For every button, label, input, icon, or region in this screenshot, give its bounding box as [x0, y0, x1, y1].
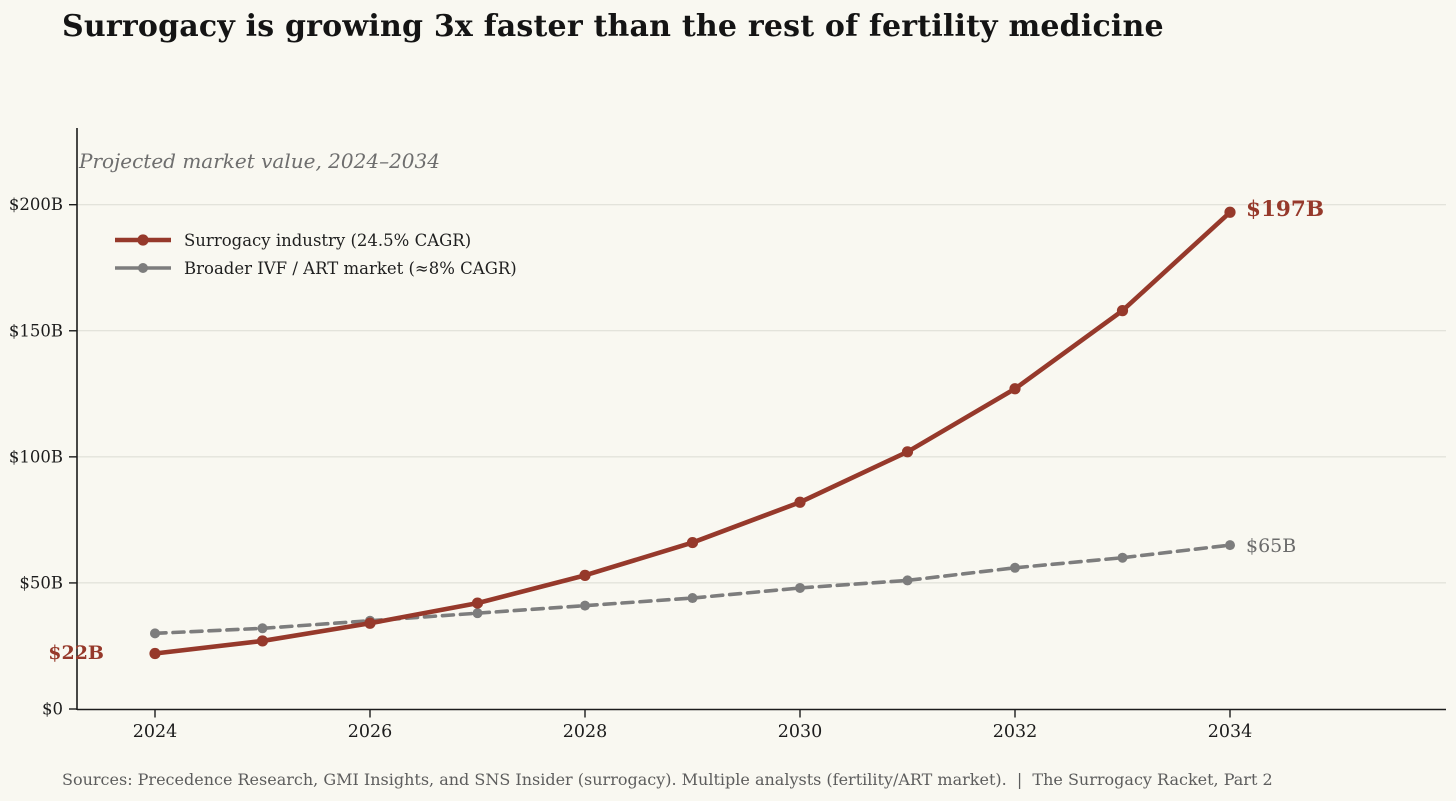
legend: Surrogacy industry (24.5% CAGR) Broader …: [114, 227, 517, 281]
legend-label-ivf-art: Broader IVF / ART market (≈8% CAGR): [184, 258, 517, 278]
y-tick-label: $100B: [9, 447, 63, 466]
data-point-ivf-art: [902, 575, 913, 586]
data-point-ivf-art: [580, 600, 590, 611]
data-point-surrogacy: [1116, 305, 1129, 317]
source-note: Sources: Precedence Research, GMI Insigh…: [62, 770, 1273, 789]
legend-label-surrogacy: Surrogacy industry (24.5% CAGR): [184, 230, 472, 250]
x-tick-label: 2026: [348, 722, 393, 742]
data-point-surrogacy: [579, 569, 591, 581]
annotation-start-value: $22B: [48, 642, 104, 664]
y-tick-label: $50B: [19, 573, 63, 592]
chart-subtitle: Projected market value, 2024–2034: [79, 149, 440, 173]
data-point-surrogacy: [1224, 206, 1236, 218]
legend-item-surrogacy: Surrogacy industry (24.5% CAGR): [114, 227, 517, 253]
data-point-surrogacy: [364, 617, 376, 629]
data-point-ivf-art: [472, 608, 483, 619]
data-point-ivf-art: [257, 623, 268, 634]
data-point-surrogacy: [901, 446, 914, 458]
data-point-ivf-art: [1225, 540, 1235, 551]
annotation-end-value-surrogacy: $197B: [1246, 197, 1325, 222]
data-point-surrogacy: [471, 597, 484, 609]
data-point-surrogacy: [149, 647, 161, 660]
x-tick-label: 2028: [563, 722, 608, 742]
data-point-surrogacy: [794, 496, 806, 508]
data-point-ivf-art: [1117, 552, 1128, 563]
y-tick-label: $150B: [9, 321, 63, 340]
chart-title: Surrogacy is growing 3x faster than the …: [62, 9, 1164, 44]
x-tick-label: 2032: [993, 722, 1038, 742]
y-tick-label: $0: [42, 700, 63, 719]
data-point-surrogacy: [686, 536, 699, 549]
x-tick-label: 2024: [133, 722, 178, 742]
series-line-ivf-art: [153, 543, 1232, 636]
legend-marker-surrogacy-icon: [115, 234, 171, 246]
data-point-ivf-art: [687, 593, 698, 604]
data-point-ivf-art: [795, 582, 805, 593]
legend-item-ivf-art: Broader IVF / ART market (≈8% CAGR): [114, 255, 517, 281]
data-point-ivf-art: [1010, 562, 1020, 573]
x-tick-label: 2034: [1208, 722, 1253, 742]
y-tick-label: $200B: [9, 195, 63, 214]
legend-marker-ivf-art-icon: [115, 263, 171, 273]
x-tick-label: 2030: [778, 722, 823, 742]
annotation-end-value-ivf-art: $65B: [1246, 535, 1297, 557]
data-point-surrogacy: [1009, 383, 1021, 395]
data-point-ivf-art: [150, 628, 160, 639]
data-point-surrogacy: [256, 635, 269, 647]
